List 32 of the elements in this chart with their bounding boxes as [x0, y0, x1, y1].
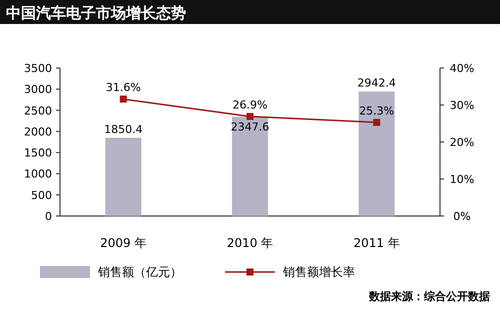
y2-tick-label: 30% [450, 99, 474, 112]
x-tick-label: 2011 年 [353, 236, 400, 250]
data-label: 1850.4 [104, 122, 143, 136]
y-tick-label: 500 [31, 188, 52, 202]
y2-tick-label: 0% [453, 210, 471, 223]
bar [358, 92, 395, 216]
chart-title: 中国汽车电子市场增长态势 [6, 4, 186, 22]
y-tick-label: 1000 [24, 168, 52, 181]
y-tick-label: 1500 [24, 146, 52, 160]
source-note: 数据来源：综合公开数据 [368, 290, 490, 303]
point [246, 112, 254, 120]
y-tick-label: 3500 [24, 62, 52, 75]
y2-tick-label: 10% [450, 173, 474, 186]
y-tick-label: 2500 [24, 104, 52, 118]
y-tick-label: 0 [45, 210, 52, 223]
data-label: 2347.6 [230, 120, 270, 134]
data-label: 2942.4 [357, 76, 396, 90]
data-label: 31.6% [106, 81, 141, 94]
y-tick-label: 3000 [24, 83, 52, 96]
point [373, 118, 380, 126]
legend-label: 销售额（亿元） [97, 265, 182, 279]
y-tick-label: 2000 [24, 125, 52, 138]
data-label: 25.3% [359, 104, 394, 118]
data-label: 26.9% [232, 98, 268, 112]
x-tick-label: 2009 年 [100, 236, 147, 250]
bar [105, 138, 142, 216]
legend-label: 销售额增长率 [282, 265, 355, 279]
x-tick-label: 2010 年 [226, 236, 274, 250]
y2-tick-label: 40% [450, 62, 474, 75]
y2-tick-label: 20% [450, 136, 474, 149]
point [120, 96, 127, 103]
bar [232, 116, 268, 216]
